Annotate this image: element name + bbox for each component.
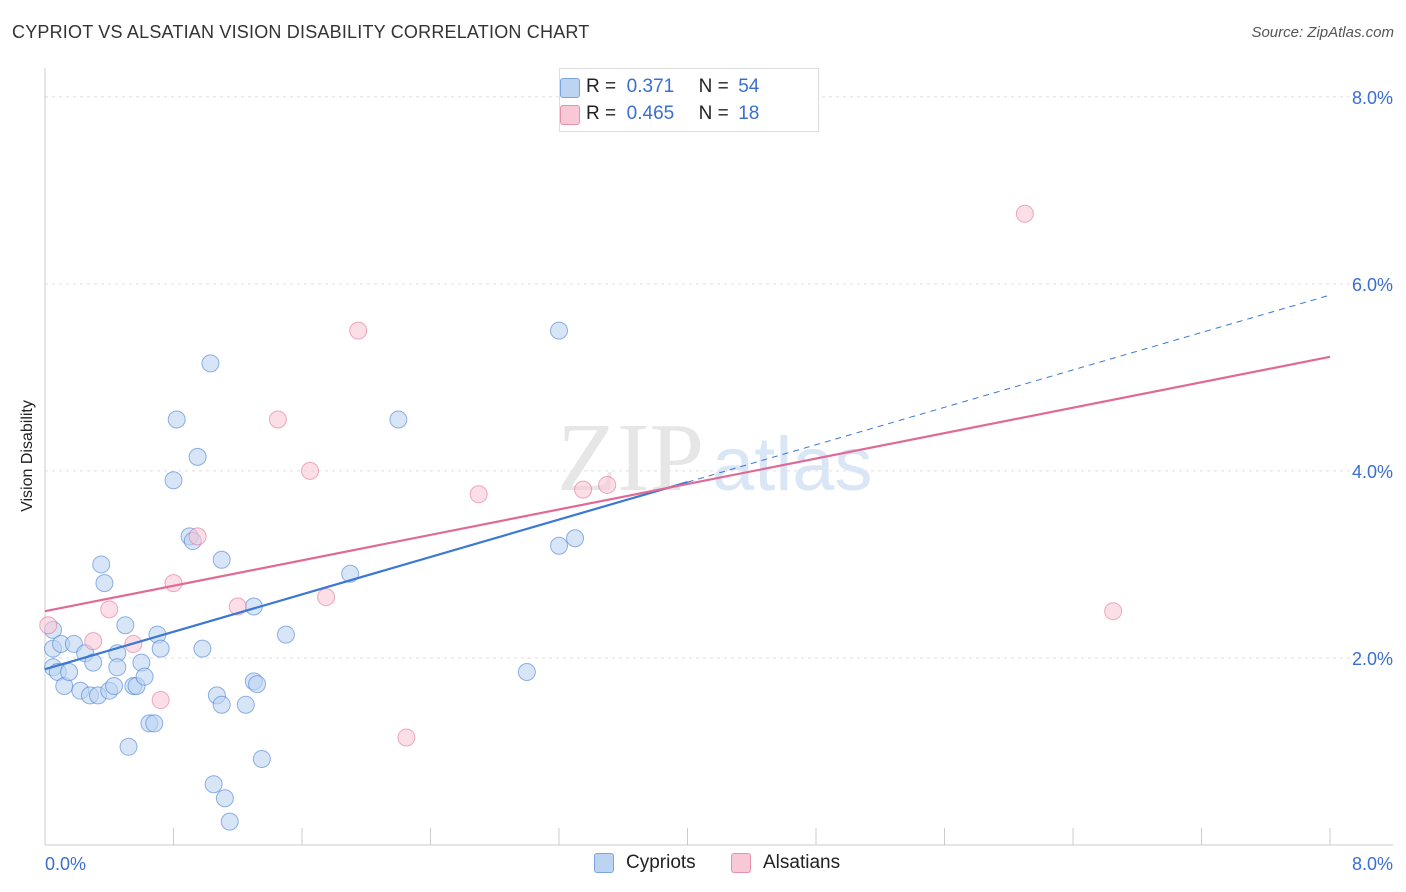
legend-label-alsatians: Alsatians <box>763 852 841 873</box>
watermark-atlas: atlas <box>712 422 873 507</box>
axes <box>44 68 1393 846</box>
cypriot-point-45 <box>248 675 267 694</box>
cypriot-point-33 <box>188 447 207 466</box>
y-tick-label-0: 2.0% <box>1352 649 1393 669</box>
cypriot-point-41 <box>220 812 239 831</box>
r-label: R = <box>586 103 617 124</box>
chart-title: CYPRIOT VS ALSATIAN VISION DISABILITY CO… <box>12 22 590 42</box>
alsatian-point-11 <box>349 321 368 340</box>
stats-row-cypriots: R = 0.371 N = 54 <box>560 75 769 99</box>
alsatian-point-12 <box>397 728 416 747</box>
n-label: N = <box>698 103 729 124</box>
alsatian-point-16 <box>1015 204 1034 223</box>
cypriot-point-24 <box>135 667 154 686</box>
alsatian-point-17 <box>1104 602 1123 621</box>
r-value-alsatians: 0.465 <box>626 103 675 124</box>
cypriot-point-53 <box>566 529 585 548</box>
cypriot-point-29 <box>164 471 183 490</box>
cypriot-point-13 <box>92 555 111 574</box>
y-tick-label-1: 4.0% <box>1352 462 1393 482</box>
x-tick-label-max: 8.0% <box>1352 854 1393 874</box>
y-tick-label-2: 6.0% <box>1352 275 1393 295</box>
alsatian-point-6 <box>188 527 207 546</box>
cypriot-point-20 <box>119 737 138 756</box>
r-label: R = <box>586 76 617 97</box>
cypriots-swatch <box>560 78 580 98</box>
cypriots-trend-extension <box>687 294 1331 483</box>
y-tick-label-3: 8.0% <box>1352 88 1393 108</box>
legend-swatch-alsatians <box>731 853 751 873</box>
alsatian-point-14 <box>574 480 593 499</box>
alsatians-swatch <box>560 105 580 125</box>
legend-item-cypriots[interactable]: Cypriots <box>594 852 696 874</box>
n-value-alsatians: 18 <box>738 103 760 124</box>
stats-row-alsatians: R = 0.465 N = 18 <box>560 102 769 126</box>
trend-lines <box>44 294 1331 671</box>
cypriot-point-30 <box>167 410 186 429</box>
cypriot-point-35 <box>201 354 220 373</box>
cypriot-point-42 <box>236 695 255 714</box>
alsatian-point-15 <box>598 475 617 494</box>
alsatian-point-1 <box>84 632 103 651</box>
gridlines <box>45 96 1393 659</box>
alsatians-trend-line <box>44 355 1331 613</box>
x-tick-label-min: 0.0% <box>45 854 86 874</box>
cypriot-point-19 <box>116 616 135 635</box>
alsatian-point-4 <box>151 691 170 710</box>
cypriot-point-39 <box>212 695 231 714</box>
alsatian-point-13 <box>469 485 488 504</box>
alsatian-point-2 <box>100 600 119 619</box>
alsatian-point-8 <box>268 410 287 429</box>
stats-legend: R = 0.371 N = 54 R = 0.465 N = 18 <box>559 68 819 132</box>
cypriot-point-46 <box>252 749 271 768</box>
n-label: N = <box>698 76 729 97</box>
alsatian-point-10 <box>317 588 336 607</box>
cypriot-point-40 <box>215 789 234 808</box>
alsatian-point-9 <box>301 461 320 480</box>
cypriot-point-34 <box>193 639 212 658</box>
cypriot-point-49 <box>389 410 408 429</box>
cypriot-point-6 <box>60 662 79 681</box>
alsatian-point-0 <box>39 616 58 635</box>
cypriot-point-51 <box>550 536 568 555</box>
legend-item-alsatians[interactable]: Alsatians <box>731 852 840 874</box>
cypriot-point-26 <box>145 714 164 733</box>
source-label: Source: ZipAtlas.com <box>1251 24 1394 41</box>
tick-labels: 2.0% 4.0% 6.0% 8.0% 0.0% 8.0% <box>45 88 1393 874</box>
cypriot-point-14 <box>95 574 114 593</box>
n-value-cypriots: 54 <box>738 76 760 97</box>
cypriot-point-52 <box>550 321 568 340</box>
legend-swatch-cypriots <box>594 853 614 873</box>
watermark: ZIP atlas <box>557 404 873 512</box>
cypriot-point-28 <box>151 639 170 658</box>
cypriot-point-16 <box>105 677 124 696</box>
cypriots-trend-line <box>44 481 688 671</box>
r-value-cypriots: 0.371 <box>626 76 675 97</box>
series-cypriots-points <box>44 321 585 831</box>
legend-label-cypriots: Cypriots <box>626 852 696 873</box>
cypriot-point-47 <box>276 625 295 644</box>
cypriot-point-50 <box>517 662 536 681</box>
cypriot-point-36 <box>204 775 223 794</box>
cypriot-point-18 <box>108 658 127 677</box>
cypriot-point-38 <box>212 550 231 569</box>
alsatian-point-5 <box>164 574 183 593</box>
